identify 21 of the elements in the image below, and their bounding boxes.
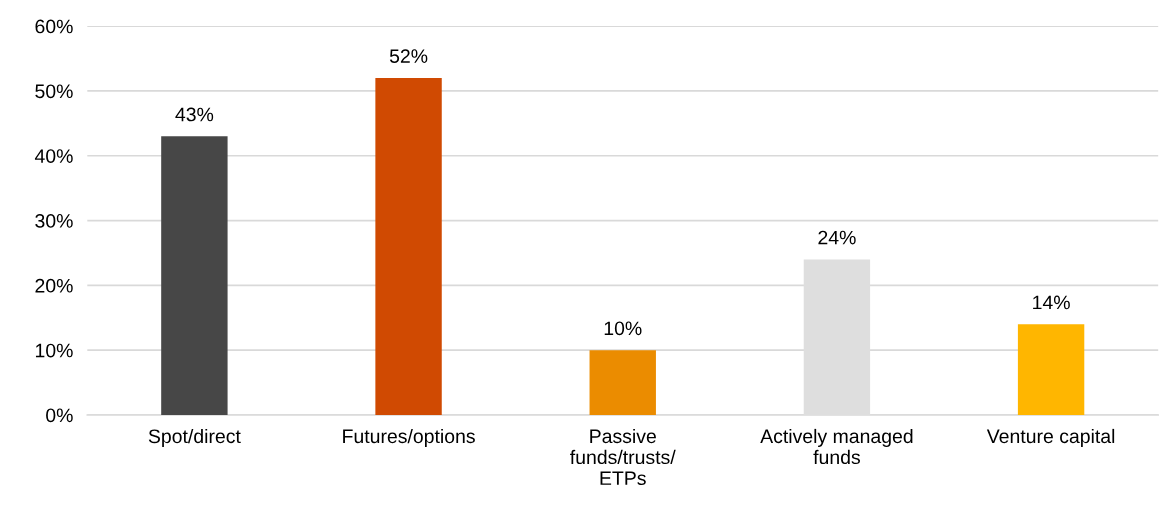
- bar: [1017, 324, 1085, 415]
- y-tick-label: 0%: [46, 408, 73, 423]
- data-label: 10%: [604, 321, 642, 336]
- data-label: 52%: [389, 49, 428, 63]
- bar: [375, 77, 442, 415]
- y-tick-label: 50%: [35, 84, 73, 99]
- y-tick-label: 10%: [35, 343, 73, 358]
- bar: [161, 136, 228, 415]
- data-label: 43%: [175, 107, 214, 122]
- x-tick-label: Venture capital: [986, 428, 1115, 447]
- data-label: 14%: [1033, 295, 1070, 310]
- data-label: 24%: [818, 230, 856, 245]
- x-tick-label: Actively managed funds: [760, 428, 913, 465]
- y-tick-label: 40%: [34, 149, 73, 163]
- x-tick-label: Passive funds/trusts/ ETPs: [570, 428, 676, 486]
- y-tick-label: 30%: [35, 214, 73, 228]
- x-tick-label: Spot/direct: [148, 428, 241, 447]
- y-tick-label: 60%: [35, 19, 73, 34]
- x-tick-label: Futures/options: [343, 428, 475, 447]
- y-tick-label: 20%: [35, 278, 73, 293]
- bar: [589, 350, 656, 415]
